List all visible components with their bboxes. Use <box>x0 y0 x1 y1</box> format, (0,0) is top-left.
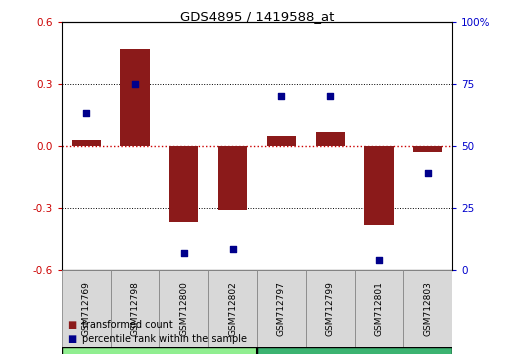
Text: GSM712797: GSM712797 <box>277 281 286 336</box>
Bar <box>354 270 403 347</box>
Bar <box>121 49 150 146</box>
Bar <box>413 146 442 152</box>
Bar <box>160 270 208 347</box>
Bar <box>111 270 159 347</box>
Bar <box>208 270 257 347</box>
Point <box>82 110 90 116</box>
Bar <box>257 270 306 347</box>
Text: GSM712803: GSM712803 <box>423 281 432 336</box>
Text: GSM712798: GSM712798 <box>130 281 140 336</box>
Point <box>131 81 139 87</box>
Text: GSM712801: GSM712801 <box>374 281 384 336</box>
Point <box>277 93 285 99</box>
Point <box>375 257 383 263</box>
Bar <box>306 270 354 347</box>
Text: GDS4895 / 1419588_at: GDS4895 / 1419588_at <box>180 10 335 23</box>
Bar <box>62 347 257 354</box>
Text: GSM712799: GSM712799 <box>325 281 335 336</box>
Bar <box>364 146 393 224</box>
Text: GSM712802: GSM712802 <box>228 281 237 336</box>
Bar <box>62 270 111 347</box>
Text: ■: ■ <box>67 334 76 344</box>
Text: transformed count: transformed count <box>82 320 173 330</box>
Point <box>229 246 237 252</box>
Point <box>180 251 188 256</box>
Text: GSM712800: GSM712800 <box>179 281 188 336</box>
Bar <box>218 146 247 210</box>
Bar <box>403 270 452 347</box>
Bar <box>72 140 101 146</box>
Bar <box>257 347 452 354</box>
Text: ■: ■ <box>67 320 76 330</box>
Bar <box>316 132 345 146</box>
Point <box>326 93 334 99</box>
Bar <box>267 136 296 146</box>
Point <box>424 170 432 176</box>
Bar <box>169 146 198 222</box>
Text: GSM712769: GSM712769 <box>82 281 91 336</box>
Text: percentile rank within the sample: percentile rank within the sample <box>82 334 247 344</box>
